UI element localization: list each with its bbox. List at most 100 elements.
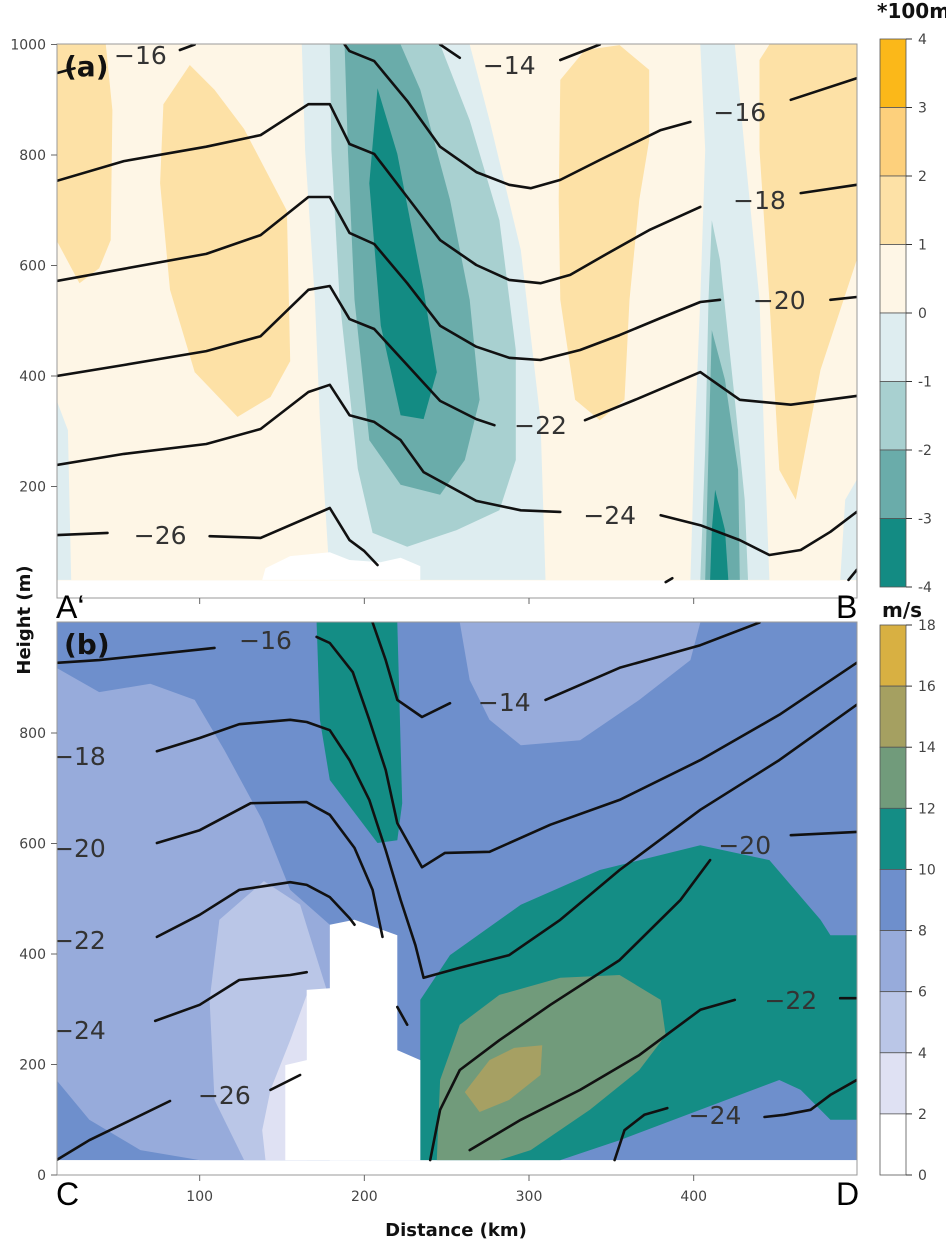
x-tick-label: 300	[516, 1189, 543, 1205]
plot-area: −16 −14 −18 −20 −20 −22 −22 −24 −24 −26	[53, 622, 857, 1162]
panel-title: (b)	[64, 628, 110, 661]
isotherm-line	[544, 622, 761, 702]
isotherm-line	[847, 568, 857, 582]
section-start-label: A‘	[56, 589, 84, 625]
isotherm-line	[155, 880, 356, 939]
colorbar-tick-label: 16	[918, 679, 936, 695]
fill-region	[160, 65, 291, 417]
isotherm-line	[57, 383, 562, 514]
isotherm-line	[57, 531, 109, 537]
colorbar-swatch	[879, 1113, 907, 1176]
colorbar-swatch	[879, 807, 907, 870]
colorbar-swatch	[879, 107, 907, 177]
colorbar-swatch	[879, 449, 907, 519]
isotherm-label: −16	[713, 98, 766, 127]
isotherm-line	[57, 1099, 172, 1162]
colorbar-swatch	[879, 685, 907, 748]
isotherm-line	[664, 576, 674, 584]
colorbar-swatch	[879, 1052, 907, 1115]
colorbar-swatch	[879, 991, 907, 1054]
colorbar-tick-label: 4	[918, 32, 927, 48]
isotherm-line	[57, 67, 76, 75]
section-end-label: D	[836, 1176, 859, 1212]
colorbar-unit-label: m/s	[882, 598, 922, 622]
colorbar-tick-label: -3	[918, 512, 932, 528]
isotherm-label: −20	[53, 834, 106, 863]
isotherm-line	[178, 44, 196, 52]
isotherm-line	[155, 703, 857, 980]
isotherm-line	[269, 1073, 302, 1092]
fill-region	[558, 45, 650, 421]
isotherm-line	[438, 44, 462, 60]
y-tick-label: 400	[19, 369, 46, 385]
isotherm-line	[763, 1078, 857, 1119]
colorbar-tick-label: -2	[918, 443, 932, 459]
colorbar-swatch	[879, 312, 907, 382]
y-tick-label: 600	[19, 259, 46, 275]
y-tick-label: 400	[19, 947, 46, 963]
x-axis-label: Distance (km)	[385, 1220, 527, 1241]
colorbar-swatch	[879, 869, 907, 931]
fill-region	[436, 975, 666, 1161]
colorbar-tick-label: 18	[918, 618, 936, 634]
y-tick-label: 800	[19, 148, 46, 164]
fill-region	[759, 44, 857, 500]
isotherm-line	[208, 506, 379, 567]
x-tick-label: 400	[680, 1189, 707, 1205]
panel-a-plot: −16 −16 −14 −18 −20 −22 −24 −26 200 400 600 800 1000…	[10, 38, 858, 625]
isotherm-label: −16	[239, 626, 292, 655]
isotherm-label: −22	[514, 411, 567, 440]
isotherm-line	[613, 1106, 669, 1162]
isotherm-line	[155, 800, 384, 939]
fill-region	[57, 44, 113, 284]
isotherm-line	[57, 102, 702, 285]
colorbar-swatch	[879, 244, 907, 314]
isotherm-line	[315, 635, 857, 869]
isotherm-line	[57, 284, 496, 427]
y-tick-label: 800	[19, 726, 46, 742]
x-tick-labels: 100 200 300 400	[186, 1189, 707, 1205]
colorbar-tick-label: -4	[918, 580, 932, 596]
colorbar-tick-label: 10	[918, 862, 936, 878]
y-tick-label: 200	[19, 480, 46, 496]
x-tick-label: 200	[351, 1189, 378, 1205]
terrain-mask	[262, 552, 421, 580]
isotherm-label: −14	[483, 51, 536, 80]
isotherm-label: −18	[733, 186, 786, 215]
colorbar-swatch	[879, 518, 907, 588]
plot-frame	[56, 43, 858, 599]
colorbar-tick-label: 12	[918, 801, 936, 817]
isotherm-label: −16	[114, 41, 167, 70]
colorbar-tick-label: 3	[918, 101, 927, 117]
colorbar-tick-label: 2	[918, 1107, 927, 1123]
panel-b-plot: −16 −14 −18 −20 −20 −22 −22 −24 −24 −26 0 200 400 600…	[19, 621, 859, 1212]
isotherm-label: −22	[764, 986, 817, 1015]
fill-region	[464, 1045, 543, 1112]
isotherm-line	[558, 44, 602, 62]
colorbar-tick-label: 0	[918, 306, 927, 322]
isotherm-line	[395, 1005, 409, 1026]
colorbar-swatch	[879, 175, 907, 245]
colorbar-tick-label: 6	[918, 985, 927, 1001]
y-tick-label: 200	[19, 1058, 46, 1074]
y-tick-label: 0	[37, 1168, 46, 1184]
isotherm-label: −24	[689, 1101, 742, 1130]
y-tick-label: 600	[19, 837, 46, 853]
isotherm-line	[659, 510, 857, 557]
colorbar-swatch	[879, 381, 907, 451]
isotherm-line	[343, 44, 692, 190]
colorbar-tick-label: 4	[918, 1046, 927, 1062]
isotherm-line	[799, 183, 857, 195]
colorbar-unit-label: *100m/s	[877, 0, 946, 23]
terrain-mask	[285, 919, 421, 1161]
isotherm-line	[57, 195, 722, 362]
isotherm-label: −14	[478, 688, 531, 717]
isotherm-label: −26	[134, 521, 187, 550]
isotherm-line	[57, 646, 216, 665]
isotherm-label: −20	[753, 286, 806, 315]
isotherm-line	[371, 622, 452, 719]
colorbar-swatch	[879, 624, 907, 687]
fill-region	[710, 489, 729, 580]
x-tick-label: 100	[186, 1189, 213, 1205]
